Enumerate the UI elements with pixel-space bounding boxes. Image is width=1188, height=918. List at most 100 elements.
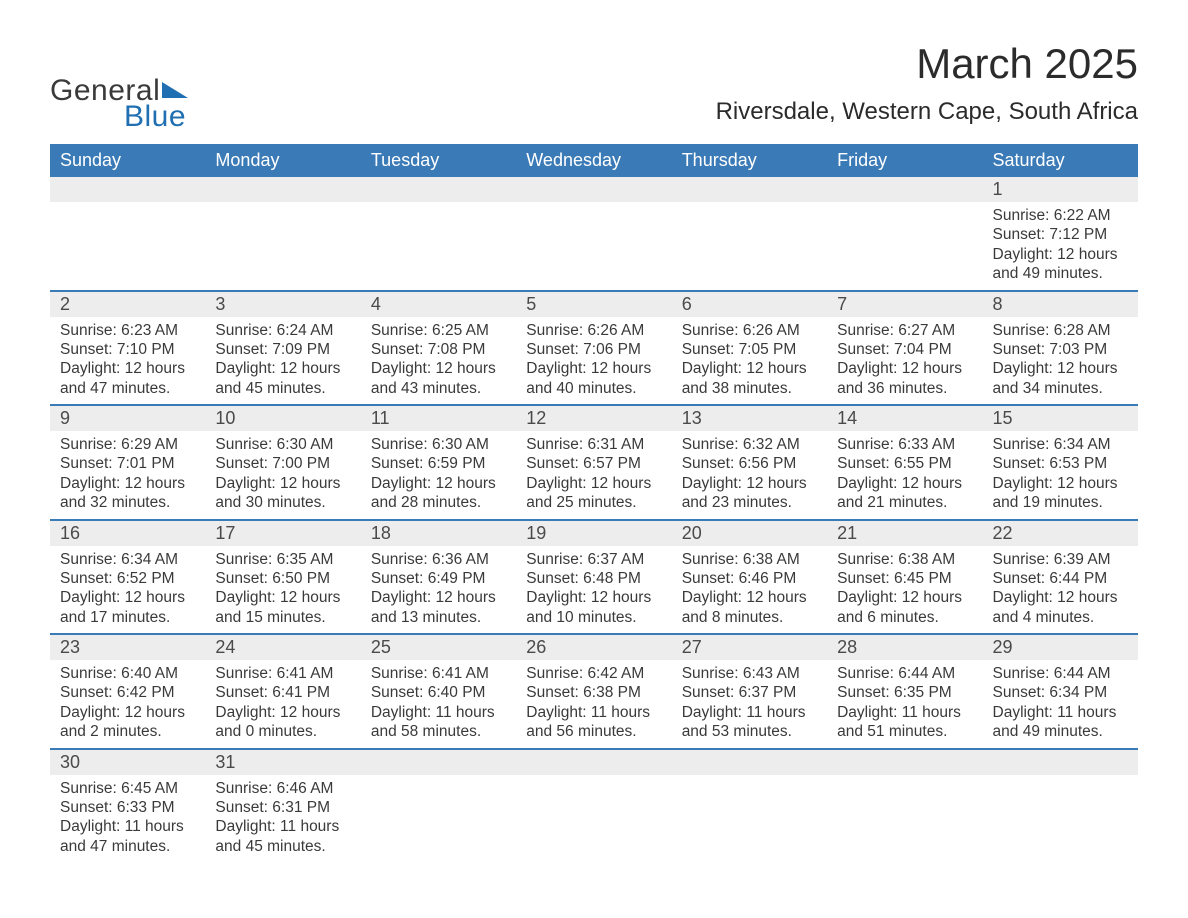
sunset-line: Sunset: 6:33 PM: [60, 798, 195, 817]
day-number: 3: [205, 292, 360, 317]
day-cell: 27Sunrise: 6:43 AMSunset: 6:37 PMDayligh…: [672, 635, 827, 748]
day-cell-empty: [672, 177, 827, 290]
sunrise-value: 6:25 AM: [432, 322, 489, 339]
sunset-label: Sunset:: [60, 341, 117, 358]
daylight-label: Daylight:: [837, 589, 902, 606]
day-data: Sunrise: 6:35 AMSunset: 6:50 PMDaylight:…: [205, 546, 360, 634]
logo-text-blue: Blue: [124, 100, 186, 134]
daylight-label: Daylight:: [60, 589, 125, 606]
sunrise-label: Sunrise:: [837, 665, 898, 682]
daylight-line: Daylight: 12 hours and 4 minutes.: [993, 588, 1128, 627]
day-number: [205, 177, 360, 202]
sunset-label: Sunset:: [371, 570, 428, 587]
sunset-value: 6:56 PM: [739, 455, 797, 472]
sunset-label: Sunset:: [371, 341, 428, 358]
day-cell: 14Sunrise: 6:33 AMSunset: 6:55 PMDayligh…: [827, 406, 982, 519]
sunrise-line: Sunrise: 6:42 AM: [526, 664, 661, 683]
sunrise-label: Sunrise:: [682, 551, 743, 568]
dow-cell: Monday: [205, 144, 360, 177]
sunset-line: Sunset: 6:34 PM: [993, 683, 1128, 702]
day-data: Sunrise: 6:29 AMSunset: 7:01 PMDaylight:…: [50, 431, 205, 519]
sunrise-value: 6:23 AM: [121, 322, 178, 339]
day-cell: 23Sunrise: 6:40 AMSunset: 6:42 PMDayligh…: [50, 635, 205, 748]
sunset-line: Sunset: 6:59 PM: [371, 454, 506, 473]
month-title: March 2025: [716, 40, 1138, 88]
day-cell: 1Sunrise: 6:22 AMSunset: 7:12 PMDaylight…: [983, 177, 1138, 290]
day-number: [672, 750, 827, 775]
daylight-line: Daylight: 12 hours and 25 minutes.: [526, 474, 661, 513]
sunset-value: 7:05 PM: [739, 341, 797, 358]
daylight-line: Daylight: 12 hours and 10 minutes.: [526, 588, 661, 627]
day-number: 9: [50, 406, 205, 431]
sunrise-line: Sunrise: 6:35 AM: [215, 550, 350, 569]
daylight-label: Daylight:: [371, 589, 436, 606]
sunset-label: Sunset:: [60, 799, 117, 816]
day-data: Sunrise: 6:31 AMSunset: 6:57 PMDaylight:…: [516, 431, 671, 519]
day-data: Sunrise: 6:30 AMSunset: 7:00 PMDaylight:…: [205, 431, 360, 519]
sunrise-label: Sunrise:: [993, 322, 1054, 339]
sunset-label: Sunset:: [60, 455, 117, 472]
sunset-line: Sunset: 6:50 PM: [215, 569, 350, 588]
sunrise-label: Sunrise:: [60, 551, 121, 568]
day-data: Sunrise: 6:39 AMSunset: 6:44 PMDaylight:…: [983, 546, 1138, 634]
daylight-label: Daylight:: [993, 246, 1058, 263]
daylight-line: Daylight: 12 hours and 21 minutes.: [837, 474, 972, 513]
sunset-line: Sunset: 6:44 PM: [993, 569, 1128, 588]
sunrise-line: Sunrise: 6:34 AM: [993, 435, 1128, 454]
daylight-label: Daylight:: [60, 704, 125, 721]
sunset-line: Sunset: 6:42 PM: [60, 683, 195, 702]
day-number: 20: [672, 521, 827, 546]
sunrise-line: Sunrise: 6:46 AM: [215, 779, 350, 798]
location-subtitle: Riversdale, Western Cape, South Africa: [716, 98, 1138, 126]
sunset-label: Sunset:: [215, 341, 272, 358]
week-row: 30Sunrise: 6:45 AMSunset: 6:33 PMDayligh…: [50, 750, 1138, 863]
day-data: Sunrise: 6:27 AMSunset: 7:04 PMDaylight:…: [827, 317, 982, 405]
daylight-label: Daylight:: [215, 475, 280, 492]
day-data: Sunrise: 6:25 AMSunset: 7:08 PMDaylight:…: [361, 317, 516, 405]
sunset-value: 6:38 PM: [583, 684, 641, 701]
sunset-value: 6:55 PM: [894, 455, 952, 472]
day-cell-empty: [361, 177, 516, 290]
sunrise-label: Sunrise:: [526, 665, 587, 682]
sunset-label: Sunset:: [371, 684, 428, 701]
sunset-line: Sunset: 7:08 PM: [371, 340, 506, 359]
sunset-line: Sunset: 7:05 PM: [682, 340, 817, 359]
sunrise-label: Sunrise:: [60, 780, 121, 797]
daylight-line: Daylight: 11 hours and 49 minutes.: [993, 703, 1128, 742]
sunrise-line: Sunrise: 6:30 AM: [215, 435, 350, 454]
daylight-line: Daylight: 11 hours and 53 minutes.: [682, 703, 817, 742]
sunset-line: Sunset: 6:41 PM: [215, 683, 350, 702]
sunset-value: 7:00 PM: [272, 455, 330, 472]
day-cell: 15Sunrise: 6:34 AMSunset: 6:53 PMDayligh…: [983, 406, 1138, 519]
daylight-line: Daylight: 11 hours and 51 minutes.: [837, 703, 972, 742]
day-data: Sunrise: 6:41 AMSunset: 6:41 PMDaylight:…: [205, 660, 360, 748]
sunrise-value: 6:38 AM: [898, 551, 955, 568]
day-cell: 18Sunrise: 6:36 AMSunset: 6:49 PMDayligh…: [361, 521, 516, 634]
day-cell: 17Sunrise: 6:35 AMSunset: 6:50 PMDayligh…: [205, 521, 360, 634]
sunset-value: 6:48 PM: [583, 570, 641, 587]
day-data: Sunrise: 6:32 AMSunset: 6:56 PMDaylight:…: [672, 431, 827, 519]
sunrise-value: 6:26 AM: [587, 322, 644, 339]
daylight-line: Daylight: 11 hours and 45 minutes.: [215, 817, 350, 856]
sunrise-line: Sunrise: 6:41 AM: [215, 664, 350, 683]
day-data: Sunrise: 6:45 AMSunset: 6:33 PMDaylight:…: [50, 775, 205, 863]
sunset-line: Sunset: 7:09 PM: [215, 340, 350, 359]
sunset-label: Sunset:: [215, 570, 272, 587]
sunset-label: Sunset:: [993, 226, 1050, 243]
dow-cell: Sunday: [50, 144, 205, 177]
daylight-label: Daylight:: [215, 818, 280, 835]
sunrise-label: Sunrise:: [215, 665, 276, 682]
sunrise-line: Sunrise: 6:28 AM: [993, 321, 1128, 340]
sunset-label: Sunset:: [682, 341, 739, 358]
sunset-label: Sunset:: [526, 455, 583, 472]
dow-cell: Saturday: [983, 144, 1138, 177]
sunset-label: Sunset:: [526, 341, 583, 358]
sunrise-value: 6:32 AM: [743, 436, 800, 453]
day-data: Sunrise: 6:34 AMSunset: 6:52 PMDaylight:…: [50, 546, 205, 634]
day-cell: 20Sunrise: 6:38 AMSunset: 6:46 PMDayligh…: [672, 521, 827, 634]
daylight-label: Daylight:: [837, 360, 902, 377]
sunset-value: 6:45 PM: [894, 570, 952, 587]
daylight-label: Daylight:: [526, 589, 591, 606]
sunset-line: Sunset: 6:35 PM: [837, 683, 972, 702]
daylight-line: Daylight: 11 hours and 47 minutes.: [60, 817, 195, 856]
